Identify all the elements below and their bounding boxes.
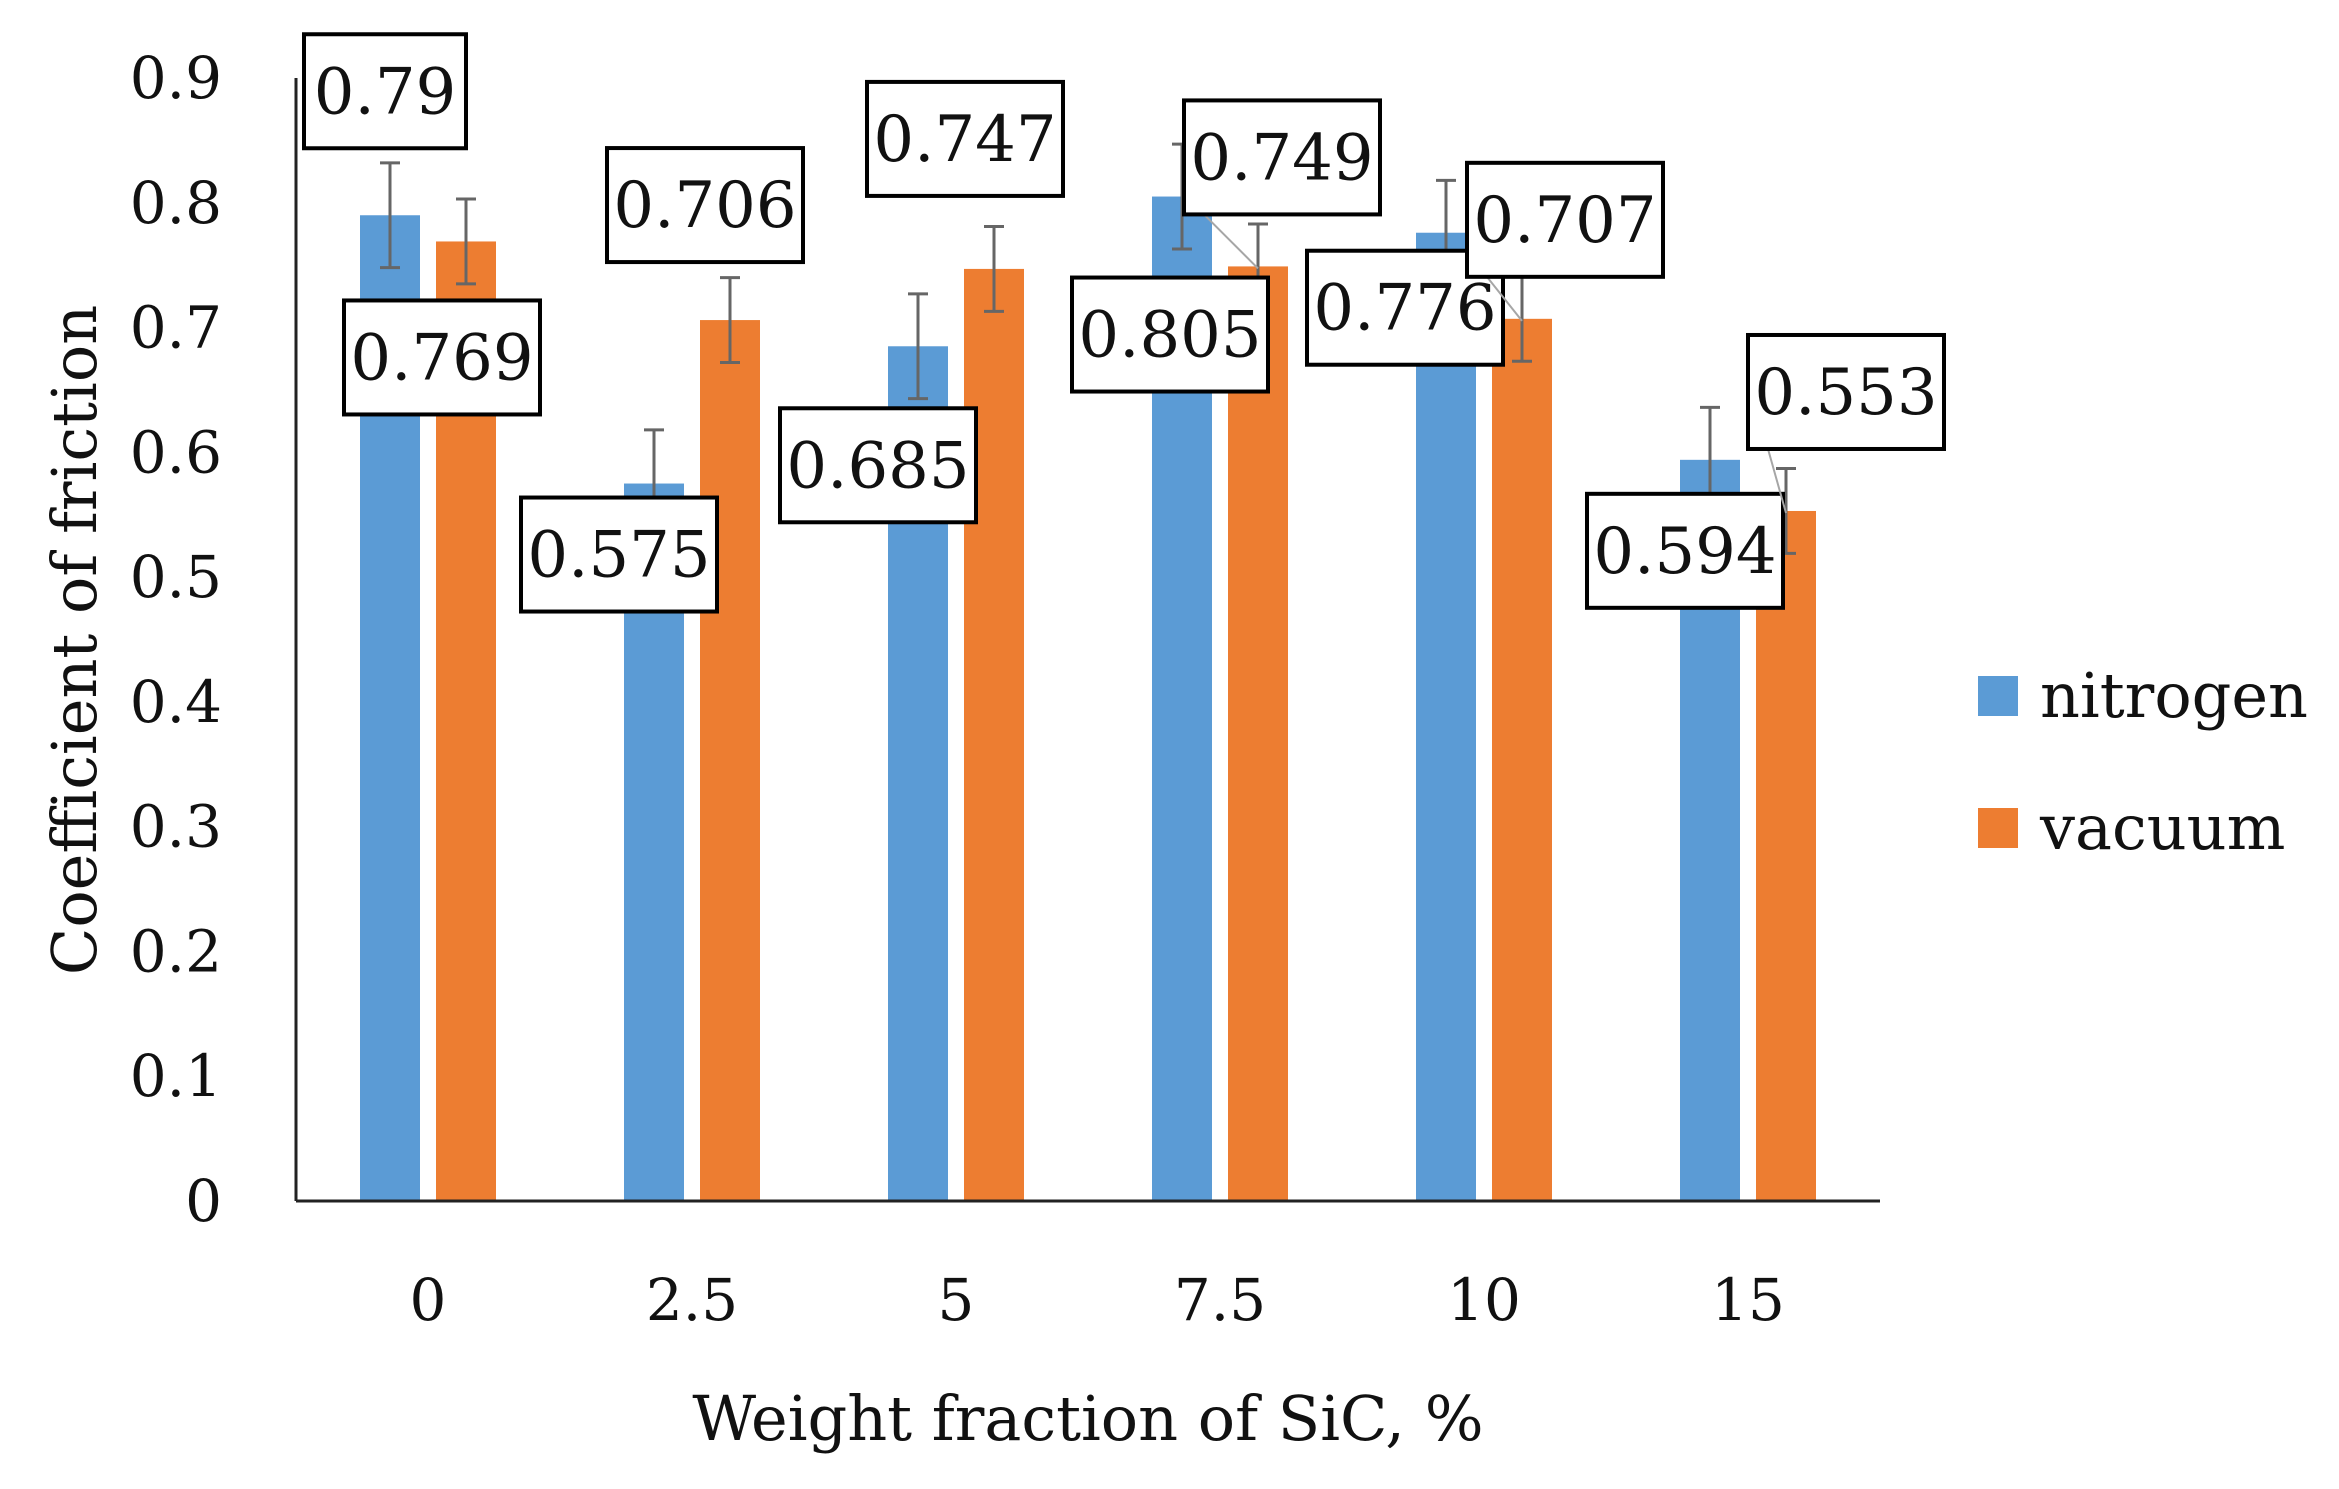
y-axis-title: Coefficient of friction	[38, 305, 111, 975]
data-label-vacuum: 0.707	[1465, 160, 1665, 322]
x-tick-label: 7.5	[1174, 1266, 1266, 1334]
data-label-nitrogen: 0.594	[1585, 491, 1785, 610]
legend-swatch-nitrogen	[1978, 676, 2018, 716]
y-tick-label: 0.7	[130, 294, 222, 362]
data-label-box	[519, 495, 719, 614]
data-label-vacuum: 0.706	[605, 146, 805, 265]
legend-swatch-vacuum	[1978, 808, 2018, 848]
data-label-vacuum: 0.553	[1746, 332, 1946, 514]
y-tick-label: 0.3	[130, 793, 222, 861]
data-label-nitrogen: 0.805	[1070, 275, 1270, 394]
data-label-text: 0.553	[1754, 356, 1937, 430]
data-label-text: 0.776	[1313, 272, 1496, 346]
y-tick-label: 0	[185, 1167, 222, 1235]
data-label-nitrogen: 0.685	[778, 406, 978, 525]
data-label-text: 0.594	[1593, 515, 1776, 589]
label-leader-line	[1486, 276, 1523, 322]
x-tick-label: 2.5	[646, 1266, 738, 1334]
data-label-box	[1585, 491, 1785, 610]
data-label-text: 0.805	[1078, 299, 1261, 373]
bar-vacuum	[700, 320, 760, 1202]
x-tick-label: 5	[938, 1266, 975, 1334]
data-label-text: 0.707	[1473, 184, 1656, 258]
data-label-box	[1182, 98, 1382, 217]
data-label-box	[1465, 160, 1665, 279]
y-tick-label: 0.8	[130, 169, 222, 237]
data-label-nitrogen: 0.79	[302, 32, 468, 151]
data-label-nitrogen: 0.575	[519, 495, 719, 614]
bar-vacuum	[1756, 510, 1816, 1201]
x-tick-label: 0	[410, 1266, 447, 1334]
y-tick-label: 0.5	[130, 543, 222, 611]
y-tick-label: 0.9	[130, 44, 222, 112]
data-labels-layer: 0.79 0.575 0.685 0.805 0.776 0.594 0.769 0.706 0…	[302, 32, 1946, 614]
y-tick-label: 0.2	[130, 917, 222, 985]
data-label-text: 0.575	[527, 519, 710, 593]
data-label-box	[1070, 275, 1270, 394]
bar-nitrogen	[1416, 232, 1476, 1202]
data-label-box	[1746, 332, 1946, 451]
data-label-box	[342, 298, 542, 417]
x-tick-labels: 0 2.5 5 7.5 10 15	[410, 1266, 1785, 1334]
label-leader-line	[1767, 448, 1787, 514]
data-label-box	[778, 406, 978, 525]
legend-label-nitrogen: nitrogen	[2040, 659, 2308, 732]
data-label-text: 0.706	[613, 169, 796, 243]
data-label-text: 0.769	[350, 321, 533, 395]
x-axis-title: Weight fraction of SiC, %	[692, 1382, 1483, 1455]
data-label-text: 0.79	[314, 55, 457, 129]
data-label-box	[605, 146, 805, 265]
label-leader-line	[1203, 213, 1259, 270]
data-label-text: 0.747	[873, 103, 1056, 177]
bar-vacuum	[1492, 318, 1552, 1201]
legend-label-vacuum: vacuum	[2039, 791, 2285, 864]
y-tick-labels: 0 0.1 0.2 0.3 0.4 0.5 0.6 0.7 0.8 0.9	[130, 44, 222, 1235]
y-tick-label: 0.1	[130, 1042, 222, 1110]
data-label-vacuum: 0.749	[1182, 98, 1382, 270]
y-tick-label: 0.4	[130, 668, 222, 736]
data-label-text: 0.749	[1190, 121, 1373, 195]
data-label-text: 0.685	[786, 429, 969, 503]
x-tick-label: 15	[1711, 1266, 1785, 1334]
legend: nitrogen vacuum	[1978, 659, 2308, 864]
data-label-box	[865, 79, 1065, 198]
bar-vacuum	[1228, 266, 1288, 1202]
x-tick-label: 10	[1447, 1266, 1521, 1334]
data-label-box	[302, 32, 468, 151]
data-label-vacuum: 0.769	[342, 298, 542, 417]
y-tick-label: 0.6	[130, 418, 222, 486]
data-label-vacuum: 0.747	[865, 79, 1065, 198]
